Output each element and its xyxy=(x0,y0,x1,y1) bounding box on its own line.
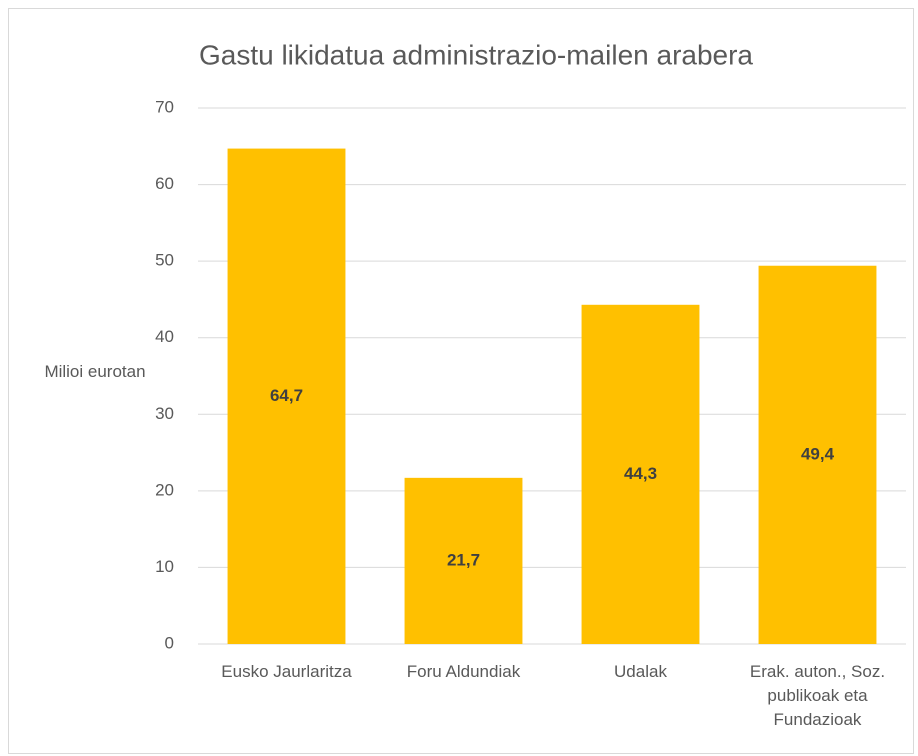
y-tick-label: 10 xyxy=(155,557,174,576)
y-tick-label: 50 xyxy=(155,251,174,270)
y-tick-label: 30 xyxy=(155,404,174,423)
data-label: 21,7 xyxy=(447,550,480,569)
y-tick-label: 40 xyxy=(155,327,174,346)
x-tick-label: Udalak xyxy=(614,662,667,681)
chart-title: Gastu likidatua administrazio-mailen ara… xyxy=(199,39,753,70)
x-tick-label: Erak. auton., Soz. publikoak eta Fundazi… xyxy=(749,662,886,729)
y-tick-label: 60 xyxy=(155,174,174,193)
x-tick-label: Foru Aldundiak xyxy=(406,662,521,681)
data-label: 44,3 xyxy=(624,464,657,483)
y-tick-label: 70 xyxy=(155,97,174,116)
chart-frame xyxy=(8,8,914,754)
data-label: 49,4 xyxy=(801,444,835,463)
data-label: 64,7 xyxy=(270,386,303,405)
y-axis-label: Milioi eurotan xyxy=(44,362,146,381)
y-tick-label: 0 xyxy=(165,633,174,652)
bar xyxy=(758,265,877,644)
x-tick-label: Eusko Jaurlaritza xyxy=(221,662,352,681)
bar xyxy=(581,304,700,644)
bar xyxy=(227,148,346,644)
bar xyxy=(404,477,523,644)
y-tick-label: 20 xyxy=(155,480,174,499)
